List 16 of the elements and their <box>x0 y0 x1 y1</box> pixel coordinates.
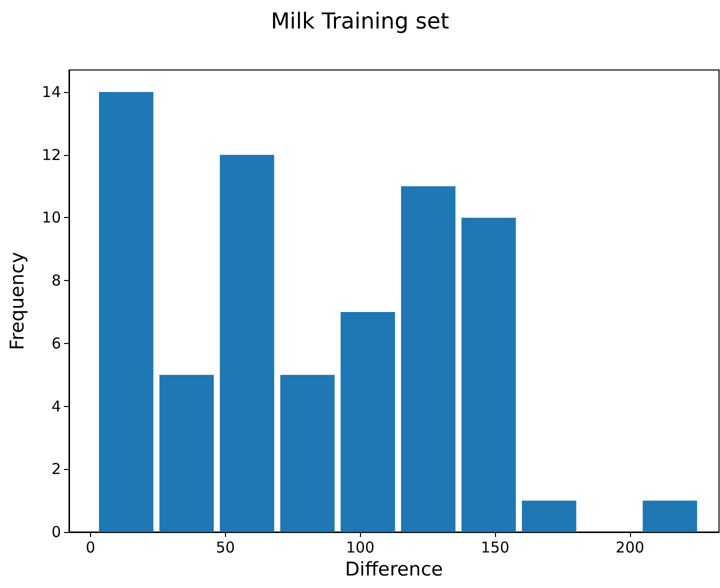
y-axis-title: Frequency <box>6 252 28 350</box>
x-tick-label: 50 <box>216 538 235 556</box>
x-tick-label: 0 <box>86 538 96 556</box>
y-tick-label: 6 <box>51 334 61 352</box>
x-tick-label: 150 <box>480 538 510 556</box>
x-axis-title: Difference <box>345 558 443 580</box>
y-tick-label: 2 <box>51 460 61 478</box>
y-tick-label: 8 <box>51 272 61 290</box>
y-tick-label: 0 <box>51 523 61 541</box>
y-tick-label: 4 <box>51 397 61 416</box>
y-tick-label: 10 <box>42 208 61 227</box>
x-tick-label: 200 <box>616 538 644 556</box>
chart-title: Milk Training set <box>270 10 450 34</box>
y-tick-label: 12 <box>42 146 61 164</box>
x-tick-label: 100 <box>346 538 375 556</box>
y-tick-label: 14 <box>42 83 61 101</box>
